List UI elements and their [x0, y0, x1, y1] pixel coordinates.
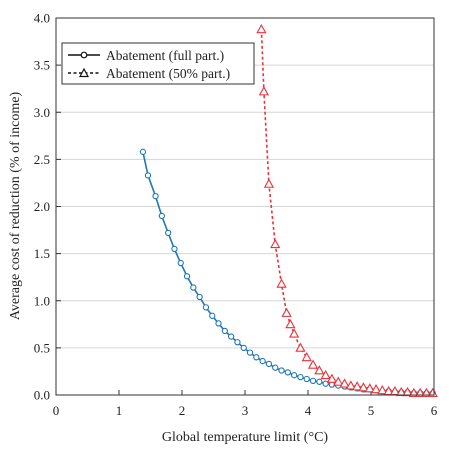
y-tick-label: 4.0: [34, 11, 50, 26]
y-tick-label: 3.0: [34, 105, 50, 120]
x-tick-label: 1: [116, 403, 123, 418]
gridlines: [56, 64, 434, 349]
y-tick-label: 3.5: [34, 58, 50, 73]
data-point: [364, 383, 375, 393]
series-line-0: [142, 151, 433, 394]
data-point: [281, 307, 292, 317]
data-point: [258, 86, 270, 96]
data-point: [263, 178, 275, 188]
data-point: [209, 312, 216, 319]
data-point: [215, 320, 222, 327]
data-point: [358, 382, 369, 392]
data-point: [240, 344, 247, 352]
legend-marker-half: [79, 67, 89, 78]
x-axis: 0 1 2 3 4 5 6: [53, 390, 438, 418]
x-tick-label: 2: [179, 403, 186, 418]
data-point: [333, 376, 344, 386]
data-point: [396, 386, 407, 397]
data-point: [345, 380, 356, 390]
data-point: [370, 384, 382, 394]
data-point: [290, 372, 298, 379]
legend-box: [61, 42, 255, 85]
data-point: [183, 273, 191, 280]
x-axis-title: Global temperature limit (°C): [162, 430, 328, 445]
data-point: [272, 364, 279, 371]
data-point: [352, 381, 363, 391]
x-tick-label: 6: [431, 403, 438, 418]
data-point: [320, 369, 331, 380]
x-tick-label: 5: [368, 403, 375, 418]
data-point: [295, 342, 306, 352]
data-point: [246, 349, 254, 356]
data-point: [164, 229, 172, 237]
data-point: [402, 386, 413, 397]
data-point: [278, 367, 285, 374]
data-point: [139, 148, 147, 155]
legend: Abatement (full part.) Abatement (50% pa…: [61, 42, 255, 85]
data-point: [256, 23, 267, 34]
x-tick-label: 4: [305, 403, 312, 418]
series-line-1: [260, 29, 433, 394]
y-tick-label: 2.0: [34, 199, 50, 214]
y-tick-label: 1.0: [34, 293, 50, 308]
plot-frame: [55, 17, 435, 396]
data-point: [196, 293, 203, 301]
y-axis: 0.0 0.5 1.0 1.5 2.0 2.5 3.0 3.5 4.0: [34, 11, 61, 403]
data-point: [297, 373, 304, 381]
data-point: [284, 369, 291, 376]
y-tick-label: 0.0: [34, 388, 50, 403]
y-tick-label: 0.5: [34, 340, 50, 355]
data-point: [322, 380, 329, 387]
series-layer: [139, 23, 438, 398]
data-point: [171, 245, 178, 253]
data-point: [227, 333, 235, 340]
y-tick-label: 2.5: [34, 152, 50, 167]
data-point: [307, 359, 319, 369]
legend-marker-full: [80, 51, 88, 59]
legend-label-full: Abatement (full part.): [106, 48, 224, 63]
data-point: [316, 378, 323, 385]
data-point: [253, 354, 260, 361]
data-point: [309, 377, 317, 385]
data-point: [289, 328, 300, 338]
data-point: [234, 339, 241, 346]
data-point: [202, 304, 210, 311]
data-point: [276, 278, 287, 288]
data-point: [265, 360, 273, 368]
data-point: [326, 373, 338, 383]
data-point: [314, 365, 325, 375]
data-point: [303, 375, 310, 383]
legend-label-half: Abatement (50% part.): [106, 66, 230, 81]
data-point: [339, 378, 350, 388]
data-point: [144, 172, 152, 179]
y-axis-title: Average cost of reduction (% of income): [8, 92, 23, 321]
data-point: [190, 284, 197, 291]
data-point: [221, 327, 228, 335]
data-point: [158, 212, 165, 220]
data-point: [301, 351, 312, 362]
data-point: [270, 238, 281, 249]
y-tick-label: 1.5: [34, 246, 50, 261]
data-point: [152, 192, 159, 200]
data-point: [377, 384, 388, 395]
data-point: [285, 318, 296, 329]
x-tick-label: 3: [242, 403, 249, 418]
data-point: [259, 357, 266, 365]
x-tick-label: 0: [53, 403, 60, 418]
data-point: [177, 259, 184, 267]
